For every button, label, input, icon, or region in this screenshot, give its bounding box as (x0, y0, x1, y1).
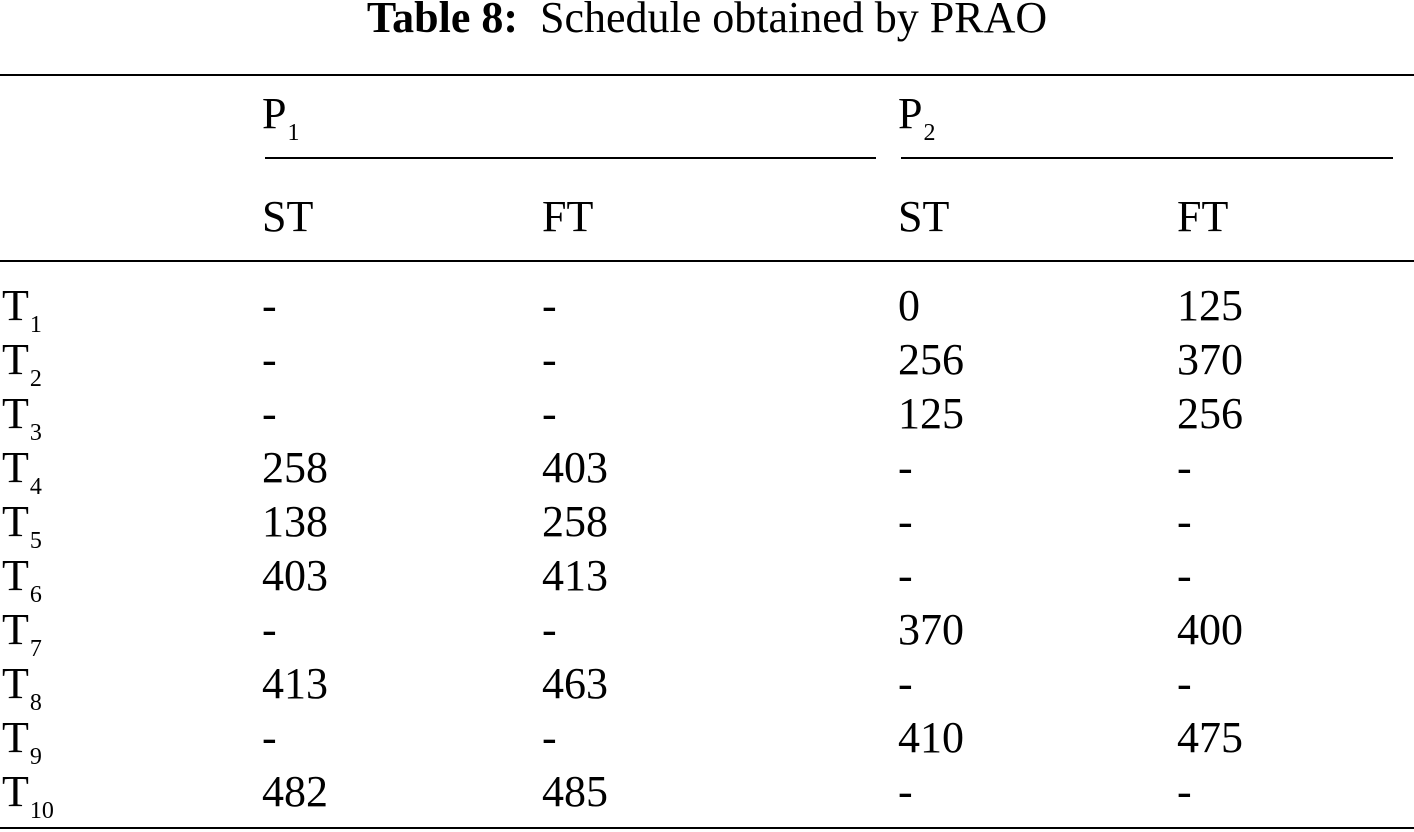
task-label: T6 (2, 551, 42, 609)
task-subscript: 8 (29, 690, 42, 716)
group-header-p1: P1 (262, 89, 300, 147)
cell-p2-ft: 256 (1177, 389, 1243, 438)
cell-p1-st: 138 (262, 497, 328, 546)
task-label: T7 (2, 605, 42, 663)
cell-p1-ft: 403 (542, 443, 608, 492)
cell-p2-st: - (898, 443, 913, 492)
task-subscript: 2 (29, 366, 42, 392)
cell-p1-ft: - (542, 335, 557, 384)
cell-p1-ft: 413 (542, 551, 608, 600)
task-name: T (2, 443, 29, 492)
cell-p2-st: 370 (898, 605, 964, 654)
cell-p2-st: 125 (898, 389, 964, 438)
task-name: T (2, 767, 29, 816)
task-label: T2 (2, 335, 42, 393)
task-label: T9 (2, 713, 42, 771)
task-name: T (2, 605, 29, 654)
cell-p1-ft: - (542, 605, 557, 654)
cell-p2-ft: - (1177, 767, 1192, 816)
group-name: P (898, 89, 923, 138)
cell-p1-st: - (262, 713, 277, 762)
task-name: T (2, 713, 29, 762)
column-header-st: ST (262, 192, 314, 241)
cell-p2-ft: - (1177, 497, 1192, 546)
cell-p1-st: 403 (262, 551, 328, 600)
task-label: T1 (2, 281, 42, 339)
cell-p2-ft: 370 (1177, 335, 1243, 384)
task-name: T (2, 659, 29, 708)
group-name: P (262, 89, 287, 138)
cell-p1-st: - (262, 389, 277, 438)
cell-p2-st: 256 (898, 335, 964, 384)
cell-p2-ft: - (1177, 551, 1192, 600)
group-subscript: 1 (287, 120, 300, 146)
cell-p2-ft: - (1177, 443, 1192, 492)
cell-p1-ft: - (542, 713, 557, 762)
task-label: T8 (2, 659, 42, 717)
task-name: T (2, 281, 29, 330)
cell-p1-st: - (262, 605, 277, 654)
group-rule-p1 (265, 157, 876, 159)
task-subscript: 1 (29, 312, 42, 338)
cell-p2-st: - (898, 767, 913, 816)
bottom-rule (0, 827, 1414, 829)
task-label: T3 (2, 389, 42, 447)
cell-p2-st: - (898, 551, 913, 600)
task-subscript: 10 (29, 798, 54, 824)
cell-p2-st: - (898, 659, 913, 708)
column-header-ft: FT (542, 192, 594, 241)
task-name: T (2, 551, 29, 600)
group-rule-p2 (901, 157, 1393, 159)
cell-p2-st: - (898, 497, 913, 546)
column-header-st: ST (898, 192, 950, 241)
cell-p1-st: 258 (262, 443, 328, 492)
top-rule (0, 74, 1414, 76)
header-rule (0, 260, 1414, 262)
task-subscript: 6 (29, 582, 42, 608)
cell-p1-st: - (262, 335, 277, 384)
task-name: T (2, 389, 29, 438)
task-name: T (2, 335, 29, 384)
cell-p1-ft: - (542, 389, 557, 438)
cell-p2-ft: 125 (1177, 281, 1243, 330)
cell-p1-ft: 485 (542, 767, 608, 816)
cell-p2-st: 0 (898, 281, 920, 330)
task-label: T4 (2, 443, 42, 501)
task-label: T10 (2, 767, 54, 825)
task-subscript: 4 (29, 474, 42, 500)
cell-p1-ft: 463 (542, 659, 608, 708)
cell-p1-ft: 258 (542, 497, 608, 546)
cell-p2-ft: 475 (1177, 713, 1243, 762)
caption-label: Table 8: (366, 0, 518, 42)
table-caption: Table 8: Schedule obtained by PRAO (0, 0, 1414, 40)
column-header-ft: FT (1177, 192, 1229, 241)
cell-p1-st: - (262, 281, 277, 330)
cell-p1-ft: - (542, 281, 557, 330)
cell-p1-st: 413 (262, 659, 328, 708)
group-subscript: 2 (923, 120, 936, 146)
cell-p2-st: 410 (898, 713, 964, 762)
cell-p1-st: 482 (262, 767, 328, 816)
task-label: T5 (2, 497, 42, 555)
cell-p2-ft: 400 (1177, 605, 1243, 654)
task-subscript: 5 (29, 528, 42, 554)
task-subscript: 9 (29, 744, 42, 770)
task-subscript: 7 (29, 636, 42, 662)
task-name: T (2, 497, 29, 546)
cell-p2-ft: - (1177, 659, 1192, 708)
group-header-p2: P2 (898, 89, 936, 147)
task-subscript: 3 (29, 420, 42, 446)
caption-text: Schedule obtained by PRAO (540, 0, 1048, 42)
